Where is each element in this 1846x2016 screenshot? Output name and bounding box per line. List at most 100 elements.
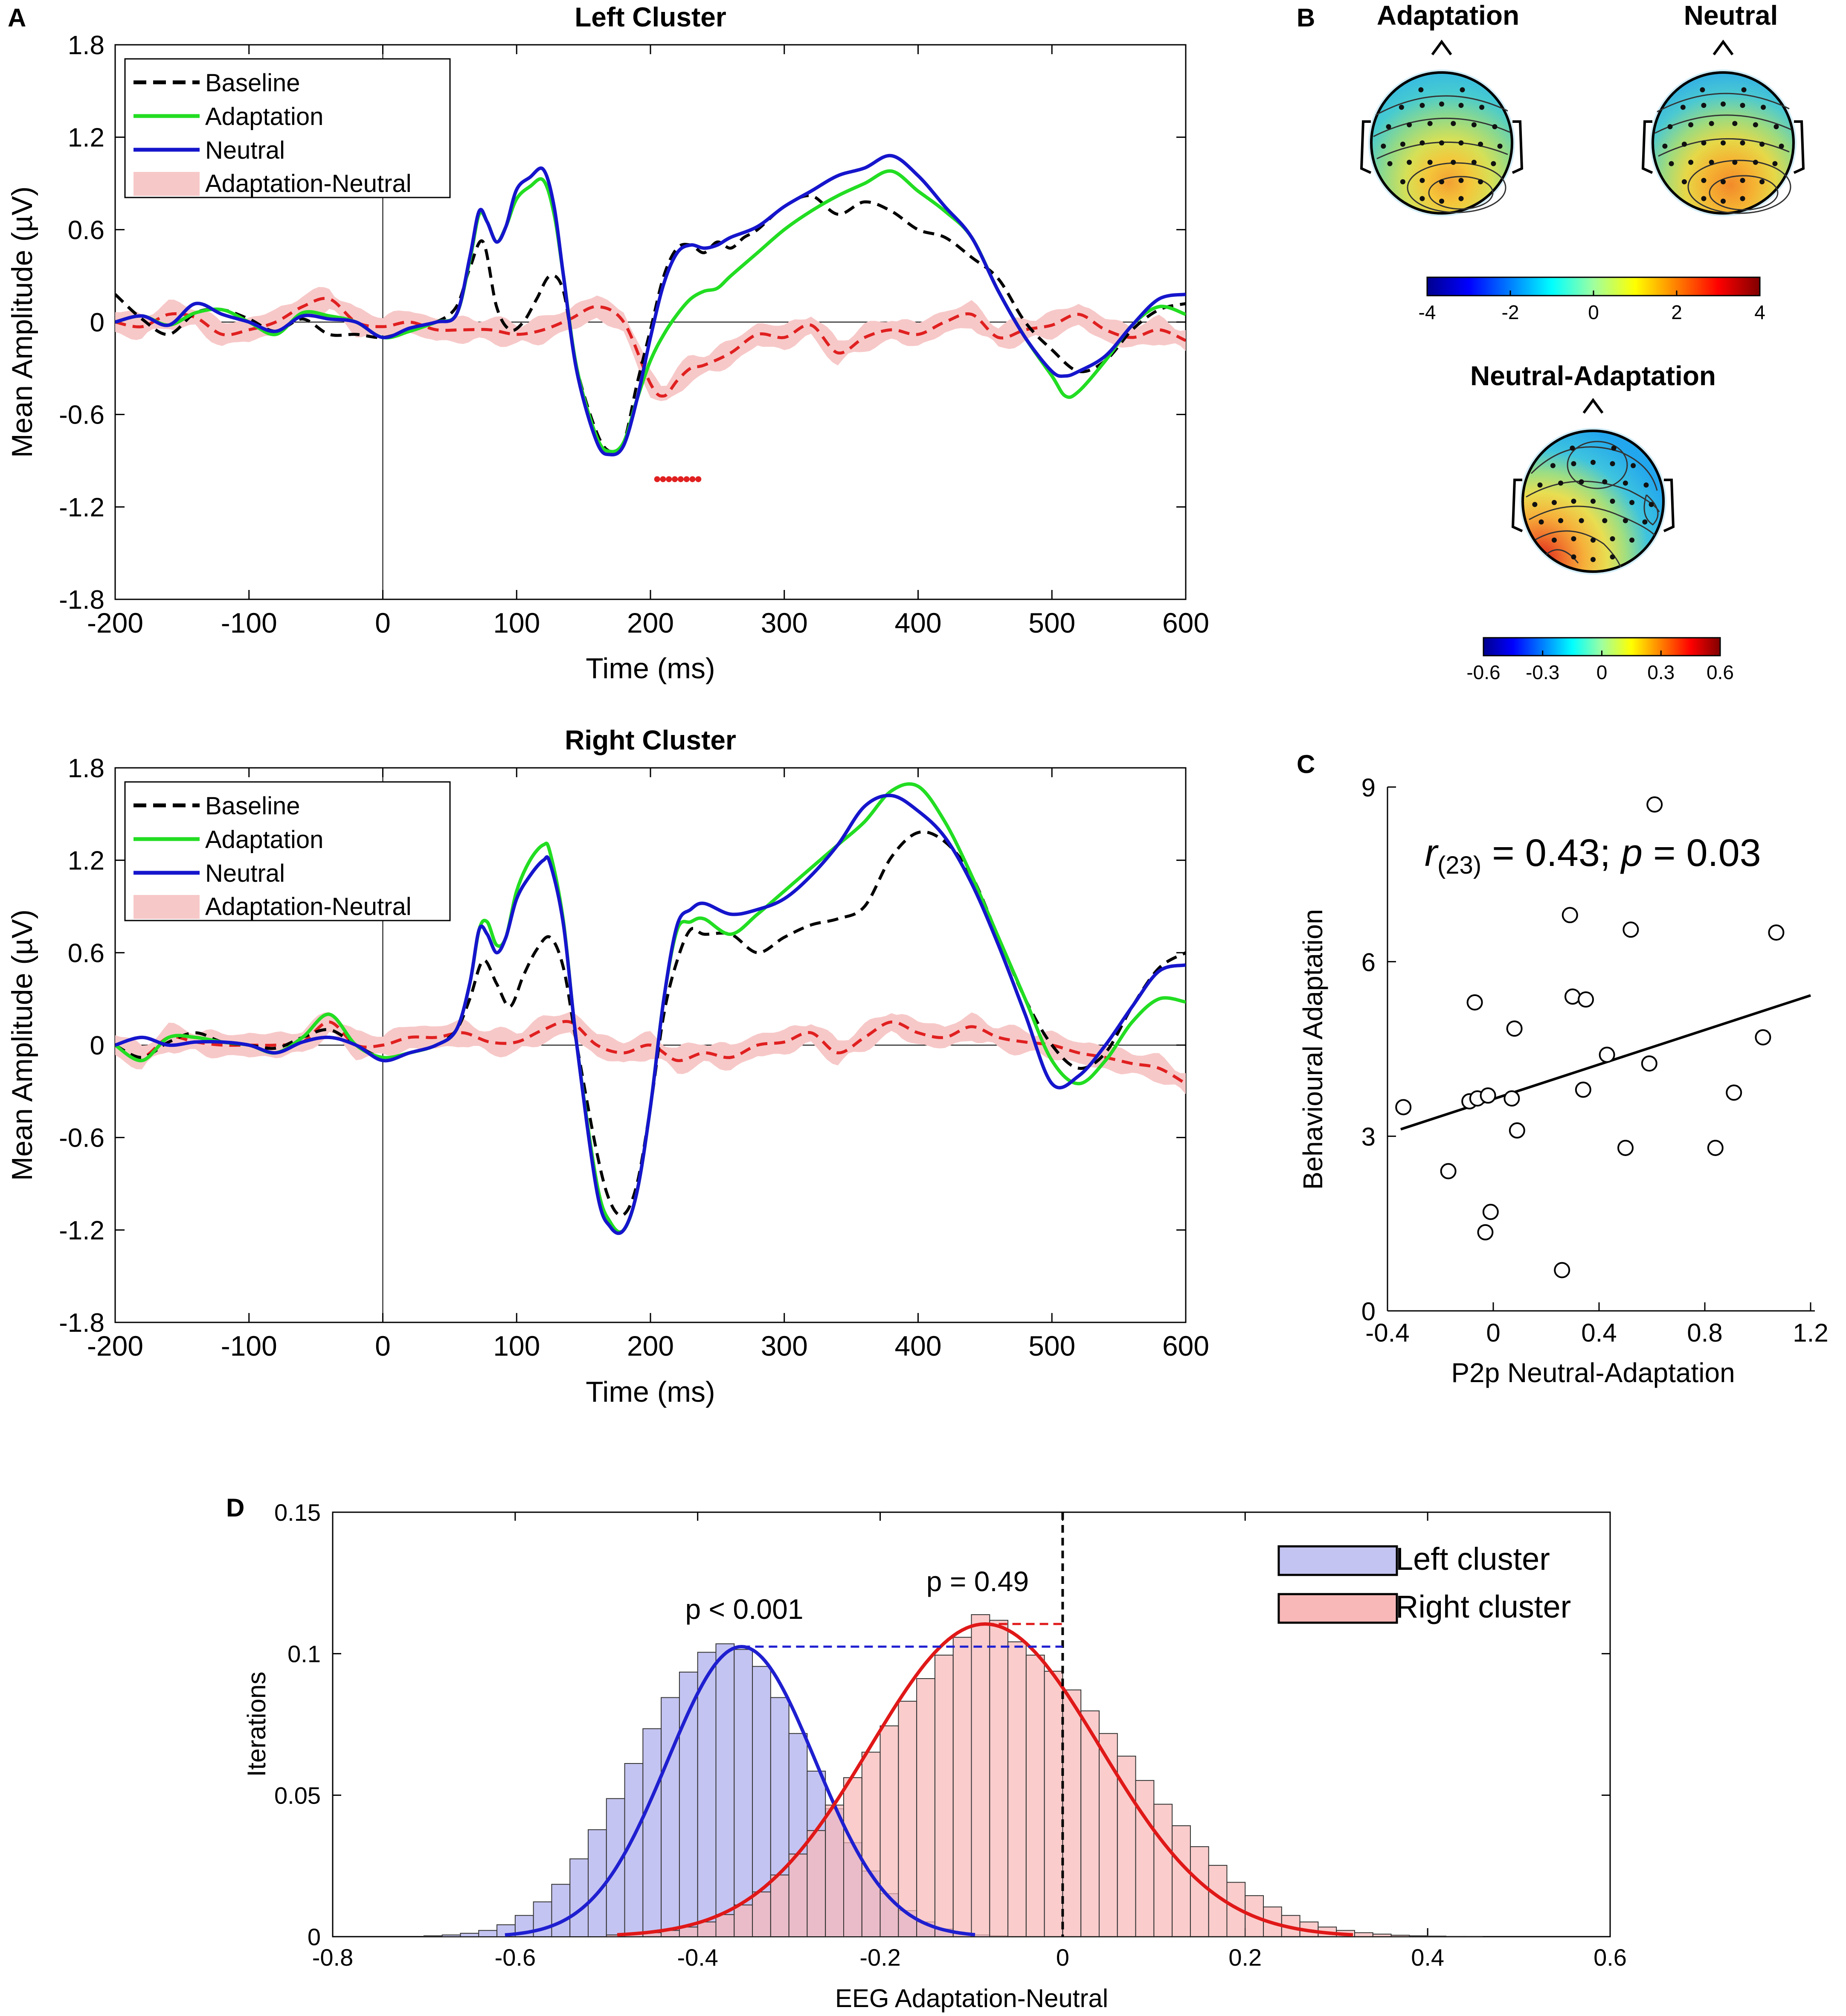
x-tick-label: -0.8: [312, 1944, 354, 1971]
histogram-bar-right: [1044, 1670, 1063, 1937]
significance-dot: [695, 476, 702, 482]
legend: Baseline Adaptation Neutral Adaptation-N…: [124, 781, 451, 921]
histogram-bar-left: [478, 1930, 498, 1937]
colorbar-tick-label: -2: [1502, 301, 1519, 323]
electrode-dot: [1571, 554, 1576, 560]
electrode-dot: [1479, 105, 1485, 110]
electrode-dot: [1667, 124, 1673, 130]
electrode-dot: [1610, 536, 1615, 542]
p-value: = 0.03: [1643, 832, 1761, 874]
electrode-dot: [1759, 179, 1765, 185]
colorbar-top: -4 -2 0 2 4: [1419, 276, 1765, 323]
legend-label-neutral: Neutral: [205, 860, 285, 887]
scatter-point: [1562, 907, 1578, 924]
electrode-dot: [1709, 160, 1714, 165]
electrode-dot: [1407, 160, 1412, 165]
electrode-dot: [1492, 124, 1498, 130]
electrode-dot: [1497, 143, 1503, 149]
correlation-annotation: r(23) = 0.43; p = 0.03: [1425, 832, 1761, 879]
y-tick-label: -1.8: [59, 1308, 104, 1338]
electrode-dot: [1610, 461, 1615, 466]
colorbar-tick-label: -0.6: [1466, 661, 1500, 683]
legend-label-adaptation: Adaptation: [205, 103, 323, 131]
nose-icon: [1712, 39, 1734, 55]
annotations: [741, 1512, 1064, 1937]
electrode-dot: [1709, 121, 1714, 126]
p-value-left: p < 0.001: [685, 1593, 803, 1625]
electrode-dot: [1681, 179, 1687, 185]
y-tick-label: -1.2: [59, 1216, 104, 1245]
histogram-bar-left: [697, 1652, 717, 1937]
axis-ticks: -0.8 -0.6 -0.4 -0.2 0 0.2 0.4 0.6 0 0.05 0.1 0.15: [274, 1499, 1627, 1971]
legend-swatch-adaptation-neutral: [134, 895, 200, 919]
electrode-dots: [1381, 87, 1503, 204]
electrode-dot: [1439, 101, 1444, 107]
x-tick-label: 600: [1162, 607, 1209, 639]
x-tick-label: 0.4: [1581, 1319, 1617, 1347]
ear-icon: [1793, 120, 1805, 174]
electrode-dot: [1721, 198, 1726, 204]
significance-dots: [654, 476, 702, 482]
electrode-dot: [1591, 537, 1596, 543]
scatter-point: [1480, 1087, 1496, 1104]
df-subscript: (23): [1437, 851, 1481, 879]
electrode-dot: [1471, 122, 1477, 128]
x-axis-label: Time (ms): [586, 652, 715, 685]
colorbar-tick-label: 0.6: [1707, 661, 1734, 683]
histogram-bar-right: [715, 1914, 735, 1937]
histogram-bar-right: [1025, 1654, 1045, 1937]
ear-icon: [1360, 120, 1372, 174]
legend-label-adaptation-neutral: Adaptation-Neutral: [205, 170, 412, 198]
electrode-dot: [1642, 519, 1648, 525]
electrode-dot: [1721, 179, 1726, 185]
electrode-dot: [1732, 160, 1738, 165]
y-tick-label: 1.2: [68, 123, 104, 153]
electrode-dot: [1700, 87, 1705, 93]
y-tick-label: 1.2: [68, 846, 104, 876]
electrode-dot: [1399, 105, 1404, 110]
x-tick-label: -100: [221, 1330, 277, 1362]
electrode-dot: [1571, 536, 1576, 542]
histogram-bar-left: [661, 1697, 680, 1937]
histogram-bar-left: [460, 1933, 479, 1937]
y-axis-label: Iterations: [242, 1672, 271, 1777]
topo-maps-panel: B Adaptation Neutral: [1297, 0, 1805, 683]
chart-title: Left Cluster: [575, 2, 726, 32]
colorbar-tick-label: -4: [1419, 301, 1436, 323]
histogram-bar-right: [697, 1921, 717, 1937]
histogram-bar-right: [952, 1637, 972, 1937]
histogram-bar-right: [1062, 1689, 1082, 1937]
colorbar-ticks: -0.6 -0.3 0 0.3 0.6: [1466, 651, 1734, 683]
electrode-dot: [1602, 479, 1608, 485]
p-symbol: p: [1620, 832, 1643, 874]
series-line-adaptation-neutral: [115, 1020, 1186, 1085]
legend: Left cluster Right cluster: [1277, 1541, 1571, 1624]
x-tick-label: 0.6: [1593, 1944, 1627, 1971]
x-tick-label: 500: [1028, 1330, 1075, 1362]
series-line-neutral: [115, 793, 1186, 1235]
legend-label-baseline: Baseline: [205, 792, 300, 820]
scatter-point: [1641, 1055, 1657, 1072]
legend: Baseline Adaptation Neutral Adaptation-N…: [124, 58, 451, 198]
histogram-bar-right: [807, 1830, 826, 1937]
right-cluster-plot: Right Cluster -200 -100 0 100 200 300 400 500 60…: [6, 725, 1209, 1408]
electrode-dot: [1407, 122, 1412, 128]
significance-dot: [677, 476, 684, 482]
topomap-neutral-adaptation: Neutral-Adaptation: [1470, 360, 1716, 575]
colorbar-ticks: -4 -2 0 2 4: [1419, 290, 1765, 323]
electrode-dot: [1419, 178, 1425, 183]
p-value-right: p = 0.49: [926, 1566, 1029, 1597]
left-cluster-plot: A Left Cluster -200 -100 0 100 200 300 400 500 6…: [6, 2, 1209, 685]
scatter-point: [1617, 1139, 1634, 1156]
electrode-dot: [1602, 518, 1608, 523]
histogram-bar-right: [1172, 1825, 1191, 1937]
histogram-bar-right: [989, 1620, 1009, 1937]
y-tick-label: 1.8: [68, 31, 104, 60]
histogram-bar-right: [1007, 1641, 1027, 1937]
x-tick-label: 100: [493, 607, 540, 639]
scatter-point: [1646, 796, 1663, 813]
electrode-dot: [1701, 178, 1707, 183]
scatter-point: [1755, 1029, 1771, 1046]
electrode-dot: [1629, 537, 1635, 543]
scatter-point: [1477, 1224, 1494, 1240]
